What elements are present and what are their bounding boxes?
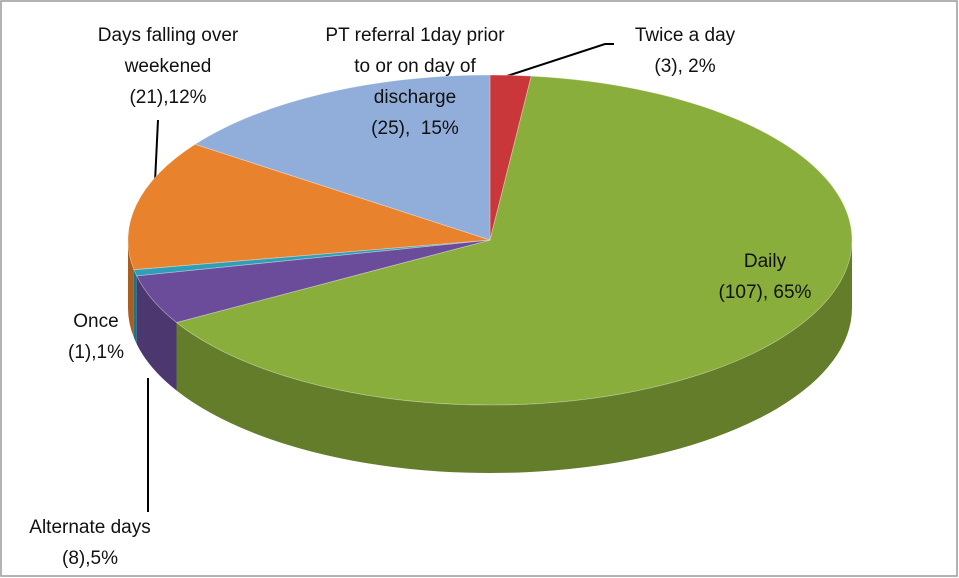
value-label: (1),1%	[68, 342, 124, 363]
value-label: (8),5%	[62, 548, 118, 569]
slice-label: PT referral 1day prior to or on day of d…	[320, 20, 510, 144]
slice-label: Once (1),1%	[36, 306, 156, 368]
category-label: Twice a day	[634, 25, 736, 46]
slice-label: Twice a day (3), 2%	[595, 20, 775, 82]
category-label: PT referral 1day prior to or on day of d…	[325, 25, 510, 108]
slice-label: Daily (107), 65%	[685, 246, 845, 308]
slice-side	[133, 269, 137, 344]
slice-label: Days falling over weekened (21),12%	[93, 20, 243, 113]
slice	[133, 239, 491, 277]
slice-side	[136, 275, 177, 391]
slice	[136, 239, 491, 323]
slice	[127, 143, 491, 271]
value-label: (3), 2%	[654, 56, 716, 77]
slice	[489, 74, 532, 241]
slice-side	[176, 240, 853, 473]
slice-side	[128, 240, 134, 338]
value-label: (107), 65%	[718, 282, 812, 303]
category-label: Once	[73, 311, 119, 332]
slice	[194, 74, 491, 241]
category-label: Daily	[743, 251, 787, 272]
leader-line	[154, 119, 159, 183]
leader-line	[506, 43, 614, 77]
slice	[175, 75, 853, 406]
category-label: Alternate days	[29, 517, 151, 538]
value-label: (21),12%	[129, 87, 207, 108]
slice-label: Alternate days (8),5%	[0, 512, 180, 574]
value-label: (25), 15%	[371, 118, 459, 139]
category-label: Days falling over weekened	[97, 25, 244, 77]
